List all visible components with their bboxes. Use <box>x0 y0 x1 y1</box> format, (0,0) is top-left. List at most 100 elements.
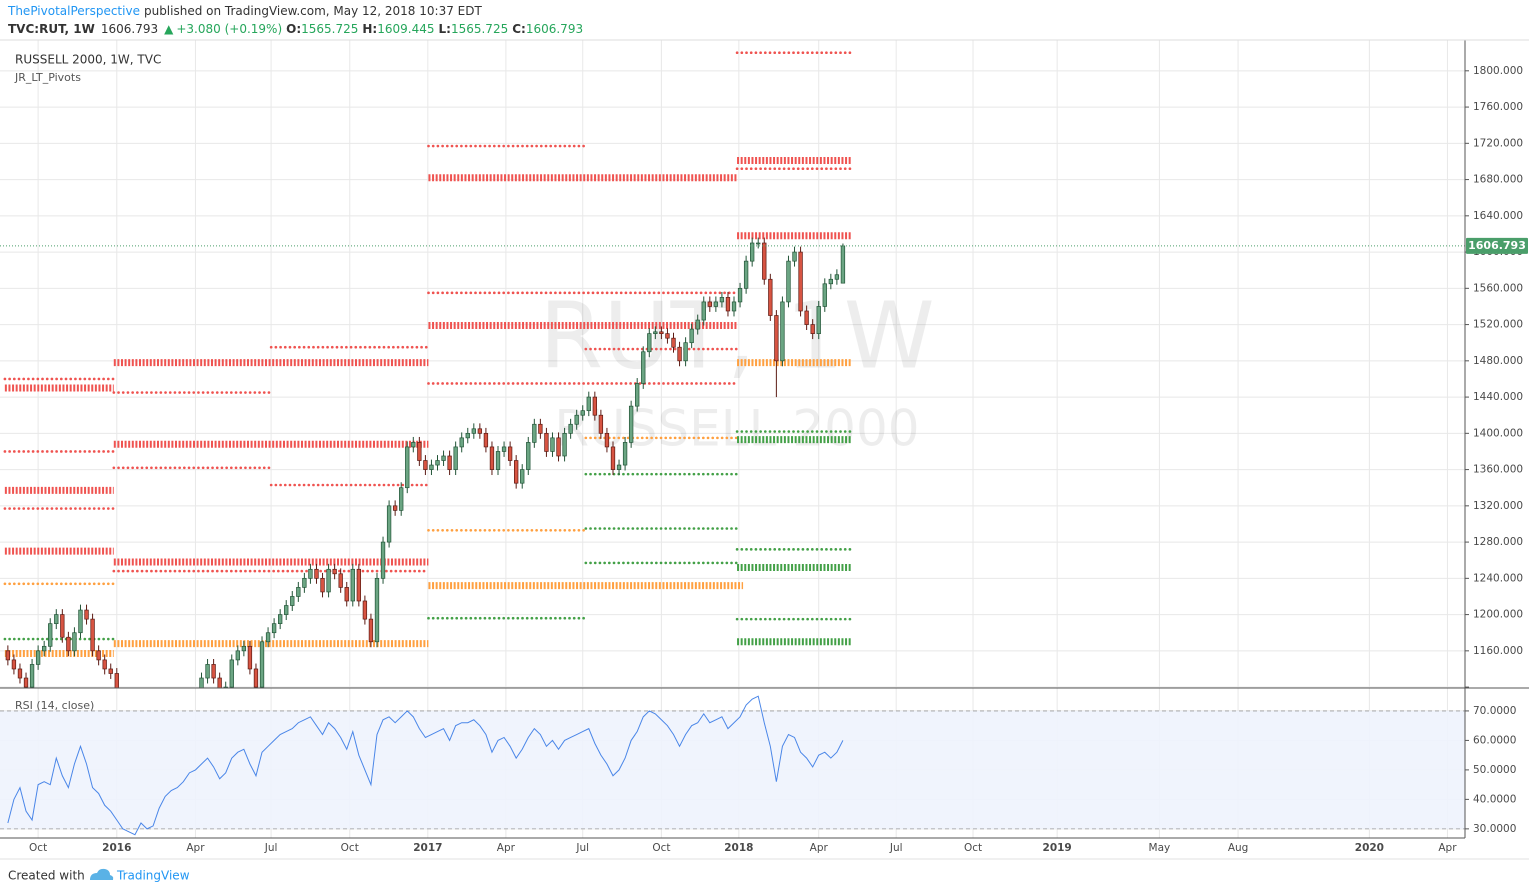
y-tick-label: 1720.000 <box>1473 137 1523 149</box>
candle-body <box>520 469 525 484</box>
footer-brand[interactable]: TradingView <box>116 869 190 883</box>
candle-body <box>453 446 458 470</box>
candle-body <box>822 283 827 307</box>
candle-body <box>628 405 634 443</box>
candle-body <box>78 609 83 634</box>
y-tick-label: 50.0000 <box>1473 764 1516 776</box>
x-tick-label: 2016 <box>102 842 131 854</box>
candle-body <box>725 297 731 312</box>
candle-body <box>737 287 743 303</box>
y-tick-label: 1400.000 <box>1473 427 1523 439</box>
candle-body <box>386 505 392 543</box>
price-panel: RUT, 1W RUSSELL 2000 <box>0 51 1465 688</box>
candle-body <box>683 342 688 362</box>
candle-body <box>320 577 325 593</box>
ohlc-value: 1565.725 <box>451 22 508 36</box>
candle-body <box>562 432 567 457</box>
candle-body <box>265 632 271 643</box>
candle-body <box>35 650 41 665</box>
candle-body <box>90 618 95 652</box>
candle-body <box>114 673 119 688</box>
candle-body <box>108 668 113 674</box>
candle-body <box>598 414 604 434</box>
candle-body <box>278 614 283 625</box>
candle-body <box>707 301 712 307</box>
candle-body <box>677 346 682 362</box>
candle-body <box>780 301 785 362</box>
candle-body <box>380 541 386 579</box>
candle-body <box>580 410 585 416</box>
candle-body <box>538 423 543 434</box>
last-price-label: 1606.793 <box>1468 239 1526 252</box>
candle-body <box>768 278 773 316</box>
candle-body <box>368 618 374 643</box>
rsi-title: RSI (14, close) <box>15 699 94 712</box>
candle-body <box>574 414 579 425</box>
candle-body <box>411 442 416 448</box>
candle-body <box>653 331 658 334</box>
x-tick-label: Apr <box>186 842 205 854</box>
candle-body <box>689 328 694 344</box>
candle-body <box>435 460 440 466</box>
candle-body <box>102 659 107 670</box>
candle-body <box>423 460 428 470</box>
last-price-tag <box>1466 237 1528 254</box>
x-tick-label: Oct <box>652 842 670 854</box>
candle-body <box>60 614 65 638</box>
candle-body <box>271 623 277 634</box>
tradingview-logo[interactable] <box>90 868 114 880</box>
candle-body <box>5 650 11 661</box>
candle-body <box>362 600 368 620</box>
y-tick-label: 1320.000 <box>1473 500 1523 512</box>
candle-body <box>253 668 259 688</box>
ohlc-value: 1609.445 <box>377 22 434 36</box>
candle-body <box>392 505 398 511</box>
y-tick-label: 1680.000 <box>1473 174 1523 186</box>
candle-body <box>616 464 622 470</box>
candle-body <box>671 337 676 348</box>
candle-body <box>750 242 755 262</box>
candle-body <box>217 677 222 688</box>
candle-body <box>42 645 47 652</box>
candle-body <box>774 315 779 362</box>
candle-body <box>284 605 289 615</box>
candle-body <box>374 577 380 643</box>
candle-body <box>332 568 337 575</box>
candle-body <box>199 677 204 688</box>
candle-body <box>48 623 53 647</box>
indicator-name: JR_LT_Pivots <box>14 71 81 84</box>
author[interactable]: ThePivotalPerspective <box>7 4 140 18</box>
watermark: RUSSELL 2000 <box>554 400 919 458</box>
candle-body <box>296 587 301 597</box>
candle-body <box>743 260 749 289</box>
ohlc-label: L: <box>439 22 451 36</box>
candle-body <box>241 645 247 652</box>
candle-body <box>647 333 652 353</box>
x-tick-label: 2018 <box>724 842 753 854</box>
candle-body <box>54 614 59 625</box>
candle-body <box>604 432 610 448</box>
candle-body <box>229 659 234 688</box>
rsi-band <box>0 710 1465 829</box>
candle-body <box>205 664 210 679</box>
candle-body <box>792 251 797 262</box>
candle-body <box>810 324 815 334</box>
change-icon: ▲ <box>164 22 174 36</box>
y-tick-label: 60.0000 <box>1473 734 1516 746</box>
candle-body <box>405 446 410 489</box>
y-tick-label: 1480.000 <box>1473 355 1523 367</box>
last-price: 1606.793 <box>101 22 158 36</box>
ohlc-label: O: <box>286 22 301 36</box>
y-tick-label: 1560.000 <box>1473 282 1523 294</box>
candle-body <box>719 297 725 303</box>
candle-body <box>586 396 591 412</box>
y-tick-label: 1160.000 <box>1473 645 1523 657</box>
x-tick-label: Aug <box>1228 842 1249 854</box>
x-tick-label: 2020 <box>1355 842 1384 854</box>
candle-body <box>344 587 349 602</box>
candle-body <box>568 423 573 434</box>
candle-body <box>29 664 35 688</box>
x-tick-label: Oct <box>341 842 359 854</box>
